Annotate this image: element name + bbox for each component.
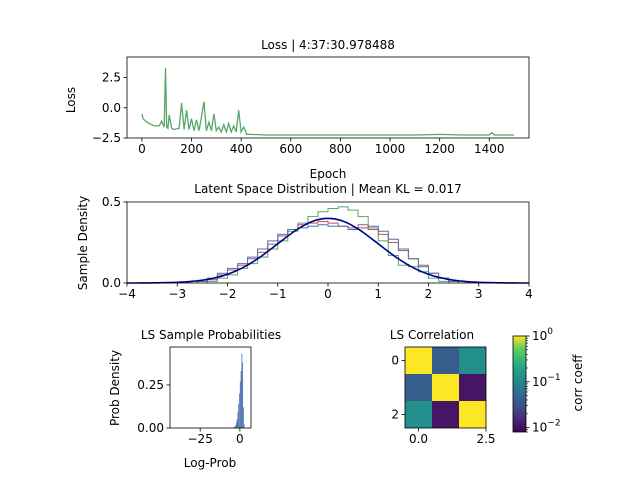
loss-ytick-label: 2.5 [102,71,121,85]
probability-bar [235,425,236,428]
latent-panel: Latent Space Distribution | Mean KL = 0.… [76,182,533,301]
probabilities-frame [169,346,252,429]
correlation-xtick-label: 0.0 [409,432,428,446]
probability-bar [243,407,244,428]
loss-line [141,67,515,136]
correlation-ytick-label: 2 [391,408,399,422]
latent-xtick-label: −2 [219,287,237,301]
loss-title: Loss | 4:37:30.978488 [261,38,395,52]
loss-xtick-label: 600 [279,142,302,156]
latent-histogram [196,224,460,283]
probabilities-xlabel: Log-Prob [184,456,236,470]
loss-xtick-label: 0 [138,142,146,156]
latent-xtick-label: −3 [168,287,186,301]
colorbar-tick-label: 100 [532,327,553,343]
probability-bar [237,412,239,428]
latent-axes: −4 −3 −2 −1 0 1 2 3 4 0.0 0.5 [102,195,533,301]
probability-bar [238,403,240,428]
loss-xtick-label: 800 [329,142,352,156]
loss-ytick-label: 0.0 [102,101,121,115]
correlation-frame [404,346,487,429]
probabilities-ytick-label: 0.25 [137,378,164,392]
loss-panel: Loss | 4:37:30.978488 0 200 400 600 800 1000 1… [64,38,530,181]
latent-ytick-label: 0.5 [102,195,121,209]
heatmap-cell [405,374,432,401]
probability-bar [234,426,236,428]
loss-xtick-label: 1400 [474,142,505,156]
colorbar-axes: 100 10−1 10−2 [526,327,561,435]
probability-bar [240,371,242,428]
latent-plot-area [127,206,529,284]
heatmap-cell [432,401,459,428]
latent-xtick-label: 3 [475,287,483,301]
probabilities-axes: −25 0 0.00 0.25 [137,346,252,446]
loss-xtick-label: 400 [230,142,253,156]
loss-axes: 0 200 400 600 800 1000 1200 1400 −2.5 0.0 2.5 [92,56,530,156]
correlation-panel: LS Correlation 0.0 2.5 0 2 100 10−1 10−2 corr… [390,327,585,446]
latent-ytick-label: 0.0 [102,276,121,290]
probability-bar [239,381,241,428]
colorbar-tick-label: 10−2 [532,419,561,435]
heatmap-cell [405,347,432,374]
heatmap-cell [432,374,459,401]
probability-bar [241,353,243,428]
latent-title: Latent Space Distribution | Mean KL = 0.… [194,182,461,196]
colorbar-label: corr coeff [571,354,585,412]
loss-plot-area [141,67,515,136]
correlation-heatmap [405,347,486,428]
loss-ytick-label: −2.5 [92,131,121,145]
correlation-ytick-label: 0 [391,354,399,368]
probabilities-plot-area [233,353,245,428]
heatmap-cell [459,347,486,374]
probabilities-ylabel: Prob Density [108,350,122,426]
probability-bar [239,393,240,428]
loss-xlabel: Epoch [310,167,347,181]
latent-xtick-label: −4 [118,287,136,301]
probability-bar [242,362,244,428]
probability-bar [235,422,237,428]
probabilities-xtick-label: 0 [236,432,244,446]
probabilities-xtick-label: −25 [188,432,213,446]
heatmap-cell [432,347,459,374]
colorbar [512,335,527,433]
probabilities-panel: LS Sample Probabilities −25 0 0.00 0.25 Log… [108,328,281,470]
probabilities-ytick-label: 0.00 [137,421,164,435]
normal-curve [127,217,529,284]
probabilities-title: LS Sample Probabilities [141,328,281,342]
latent-ylabel: Sample Density [76,196,90,290]
correlation-axes: 0.0 2.5 0 2 [391,346,496,446]
loss-ylabel: Loss [64,87,78,113]
latent-xtick-label: 0 [324,287,332,301]
latent-xtick-label: 4 [525,287,533,301]
latent-xtick-label: 2 [425,287,433,301]
loss-frame [126,56,530,139]
loss-xtick-label: 1200 [424,142,455,156]
latent-histogram [196,220,460,283]
loss-xtick-label: 200 [180,142,203,156]
heatmap-cell [459,374,486,401]
colorbar-tick-label: 10−1 [532,373,561,389]
latent-histogram [206,206,450,283]
latent-frame [126,201,530,284]
probability-bar [236,419,238,428]
heatmap-cell [405,401,432,428]
correlation-xtick-label: 2.5 [476,432,495,446]
loss-xtick-label: 1000 [375,142,406,156]
heatmap-cell [459,401,486,428]
latent-xtick-label: 1 [374,287,382,301]
correlation-title: LS Correlation [390,328,474,342]
latent-xtick-label: −1 [269,287,287,301]
probability-bar [243,424,245,428]
